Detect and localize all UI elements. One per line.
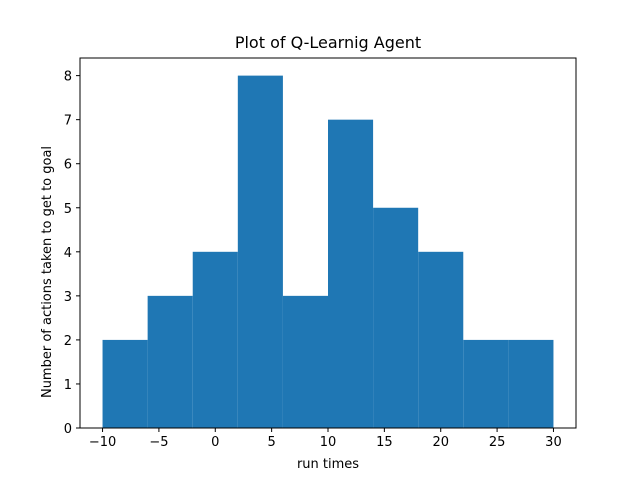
x-tick-label: 0: [211, 435, 219, 450]
histogram-bar-5: [328, 119, 374, 429]
chart-title: Plot of Q-Learnig Agent: [235, 33, 421, 52]
x-tick-label: 20: [432, 435, 449, 450]
histogram-bar-8: [463, 339, 509, 428]
y-tick-label: 5: [64, 202, 72, 217]
x-tick-label: −10: [89, 435, 116, 450]
histogram-bar-6: [373, 207, 419, 428]
x-tick-label: 25: [489, 435, 506, 450]
histogram-bar-7: [418, 251, 464, 428]
bars-group: [102, 75, 554, 429]
y-tick-label: 4: [64, 246, 72, 261]
x-tick-label: 5: [267, 435, 275, 450]
y-tick-label: 0: [64, 422, 72, 437]
x-tick-label: 30: [545, 435, 562, 450]
x-tick-label: 15: [376, 435, 393, 450]
x-axis-ticks: −10 −5 0 5 10 15 20 25 30: [89, 428, 562, 450]
histogram-bar-9: [508, 339, 554, 428]
histogram-bar-0: [102, 339, 148, 428]
histogram-bar-3: [237, 75, 283, 428]
y-tick-label: 3: [64, 290, 72, 305]
y-tick-label: 6: [64, 158, 72, 173]
y-axis-ticks: 0 1 2 3 4 5 6 7 8: [64, 70, 80, 437]
x-axis-label: run times: [297, 457, 359, 472]
y-tick-label: 2: [64, 334, 72, 349]
y-tick-label: 1: [64, 378, 72, 393]
histogram-bar-2: [192, 251, 238, 428]
y-axis-label: Number of actions taken to get to goal: [40, 146, 55, 398]
x-tick-label: 10: [320, 435, 337, 450]
y-tick-label: 7: [64, 114, 72, 129]
x-tick-label: −5: [149, 435, 168, 450]
y-tick-label: 8: [64, 70, 72, 85]
histogram-bar-4: [282, 295, 328, 428]
histogram-bar-1: [147, 295, 193, 428]
